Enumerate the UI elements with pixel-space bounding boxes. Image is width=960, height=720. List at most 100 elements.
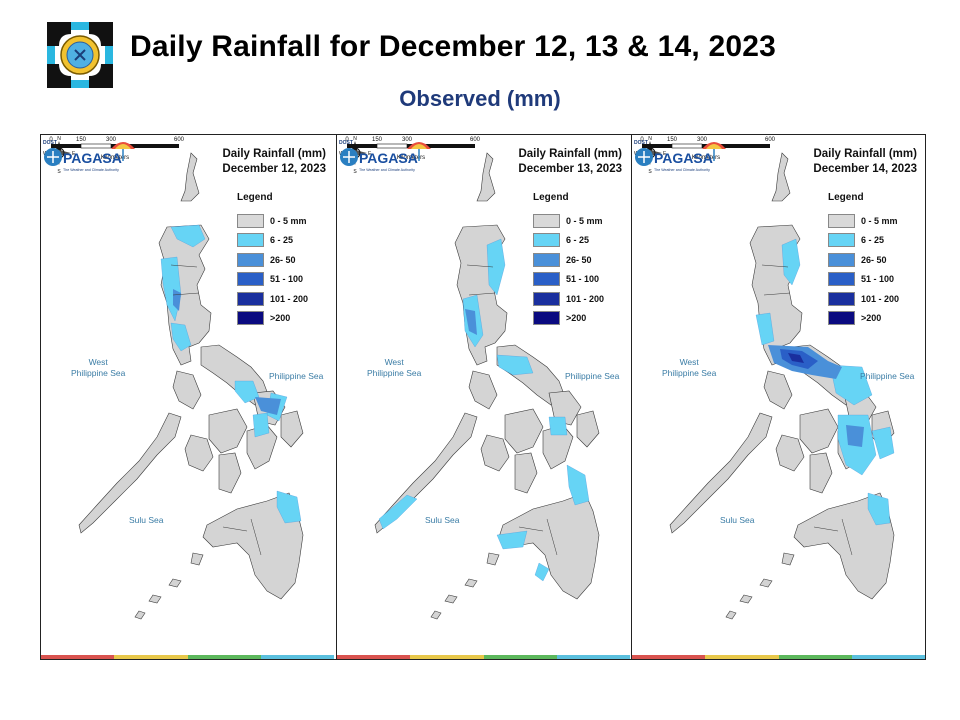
panel-date: December 12, 2023 xyxy=(222,163,326,175)
pagasa-wordmark: PAGASA xyxy=(63,150,122,166)
legend-item: 0 - 5 mm xyxy=(237,211,333,231)
legend-swatch xyxy=(533,252,560,267)
page-title: Daily Rainfall for December 12, 13 & 14,… xyxy=(130,30,776,63)
pagasa-tagline: The Weather and Climate Authority xyxy=(63,168,119,172)
compass-n-label: N xyxy=(353,136,357,142)
legend-label: >200 xyxy=(270,313,291,324)
legend-label: 0 - 5 mm xyxy=(566,215,603,226)
legend-swatch xyxy=(828,291,855,306)
legend-label: 6 - 25 xyxy=(270,235,294,246)
legend-title: Legend xyxy=(828,192,864,203)
legend-swatch xyxy=(533,233,560,248)
legend-swatch xyxy=(237,291,264,306)
philippine-sea-label: Philippine Sea xyxy=(565,371,620,381)
compass-n-label: N xyxy=(648,136,652,142)
scale-bar: 0 150 300 600 Kilometers xyxy=(49,137,185,161)
compass-e-label: E xyxy=(72,151,76,157)
legend-item: 51 - 100 xyxy=(237,270,333,290)
panel-heading: Daily Rainfall (mm) xyxy=(813,148,917,160)
legend-item: 51 - 100 xyxy=(533,270,629,290)
scale-tick-label: 0 xyxy=(345,137,349,143)
legend-item: 101 - 200 xyxy=(237,289,333,309)
compass-s-label: S xyxy=(57,169,61,175)
legend-item: 0 - 5 mm xyxy=(828,211,924,231)
scale-unit-label: Kilometers xyxy=(397,155,425,161)
west-philippine-sea-label: West Philippine Sea xyxy=(662,357,717,378)
scale-tick-label: 150 xyxy=(667,137,678,143)
legend-swatch xyxy=(533,213,560,228)
brand-color-strip xyxy=(632,655,925,659)
sulu-sea-label: Sulu Sea xyxy=(425,515,460,525)
legend-swatch xyxy=(828,233,855,248)
legend-swatch xyxy=(533,272,560,287)
legend-swatch xyxy=(828,213,855,228)
legend-swatch xyxy=(828,311,855,326)
compass-e-label: E xyxy=(663,151,667,157)
scale-tick-label: 0 xyxy=(640,137,644,143)
legend-item: 101 - 200 xyxy=(828,289,924,309)
panel-date: December 14, 2023 xyxy=(813,163,917,175)
legend-item: 101 - 200 xyxy=(533,289,629,309)
brand-color-strip xyxy=(337,655,630,659)
legend-label: 26- 50 xyxy=(270,254,296,265)
scale-bar: 0 150 300 600 Kilometers xyxy=(640,137,776,161)
pagasa-brand-logo: DOST PAGASA The Weather and Climate Auth… xyxy=(339,140,431,172)
legend-swatch xyxy=(237,213,264,228)
legend-label: 51 - 100 xyxy=(270,274,304,285)
legend-title: Legend xyxy=(533,192,569,203)
map-panel-dec-13: N S W E Daily Rainfall (mm) December 13,… xyxy=(336,135,630,659)
west-philippine-sea-label: West Philippine Sea xyxy=(71,357,126,378)
legend-label: 0 - 5 mm xyxy=(270,215,307,226)
philippine-sea-label: Philippine Sea xyxy=(269,371,324,381)
panel-title: Daily Rainfall (mm) December 12, 2023 xyxy=(222,147,326,177)
scale-tick-label: 300 xyxy=(697,137,708,143)
map-panels: N S W E Daily Rainfall (mm) December 12,… xyxy=(40,134,926,660)
philippines-map xyxy=(78,152,304,620)
panel-heading: Daily Rainfall (mm) xyxy=(518,148,622,160)
scale-tick-label: 300 xyxy=(106,137,117,143)
legend-swatch xyxy=(237,311,264,326)
map-panel-dec-14: N S W E Daily Rainfall (mm) December 14,… xyxy=(631,135,925,659)
dost-label: DOST xyxy=(43,140,57,146)
scale-tick-label: 0 xyxy=(49,137,53,143)
legend-label: >200 xyxy=(861,313,882,324)
scale-bar: 0 150 300 600 Kilometers xyxy=(345,137,480,161)
legend-item: >200 xyxy=(533,309,629,329)
philippines-map xyxy=(669,152,895,620)
brand-color-strip xyxy=(41,655,334,659)
pagasa-wordmark: PAGASA xyxy=(654,150,713,166)
compass-s-label: S xyxy=(353,169,357,175)
pagasa-tagline: The Weather and Climate Authority xyxy=(654,168,710,172)
scale-tick-label: 150 xyxy=(76,137,87,143)
pagasa-tagline: The Weather and Climate Authority xyxy=(359,168,415,172)
scale-tick-label: 600 xyxy=(765,137,776,143)
legend-item: 6 - 25 xyxy=(828,231,924,251)
west-philippine-sea-label: West Philippine Sea xyxy=(367,357,422,378)
legend-swatch xyxy=(533,311,560,326)
pagasa-seal-logo xyxy=(47,22,113,88)
pagasa-wordmark: PAGASA xyxy=(359,150,418,166)
legend: Legend 0 - 5 mm 6 - 25 26- 50 51 - 100 1… xyxy=(828,192,924,328)
legend-label: 51 - 100 xyxy=(566,274,600,285)
compass-s-label: S xyxy=(648,169,652,175)
panel-title: Daily Rainfall (mm) December 14, 2023 xyxy=(813,147,917,177)
compass-n-label: N xyxy=(57,136,61,142)
legend-item: 0 - 5 mm xyxy=(533,211,629,231)
legend-item: 26- 50 xyxy=(828,250,924,270)
legend-item: 51 - 100 xyxy=(828,270,924,290)
scale-tick-label: 150 xyxy=(372,137,383,143)
scale-unit-label: Kilometers xyxy=(101,155,129,161)
legend-title: Legend xyxy=(237,192,273,203)
legend-label: 0 - 5 mm xyxy=(861,215,898,226)
legend-item: >200 xyxy=(828,309,924,329)
legend-label: 101 - 200 xyxy=(566,293,605,304)
legend: Legend 0 - 5 mm 6 - 25 26- 50 51 - 100 1… xyxy=(237,192,333,328)
scale-tick-label: 300 xyxy=(402,137,413,143)
legend-item: 26- 50 xyxy=(237,250,333,270)
dost-label: DOST xyxy=(634,140,648,146)
legend-label: 6 - 25 xyxy=(861,235,885,246)
scale-tick-label: 600 xyxy=(174,137,185,143)
panel-title: Daily Rainfall (mm) December 13, 2023 xyxy=(518,147,622,177)
legend: Legend 0 - 5 mm 6 - 25 26- 50 51 - 100 1… xyxy=(533,192,629,328)
legend-swatch xyxy=(237,233,264,248)
